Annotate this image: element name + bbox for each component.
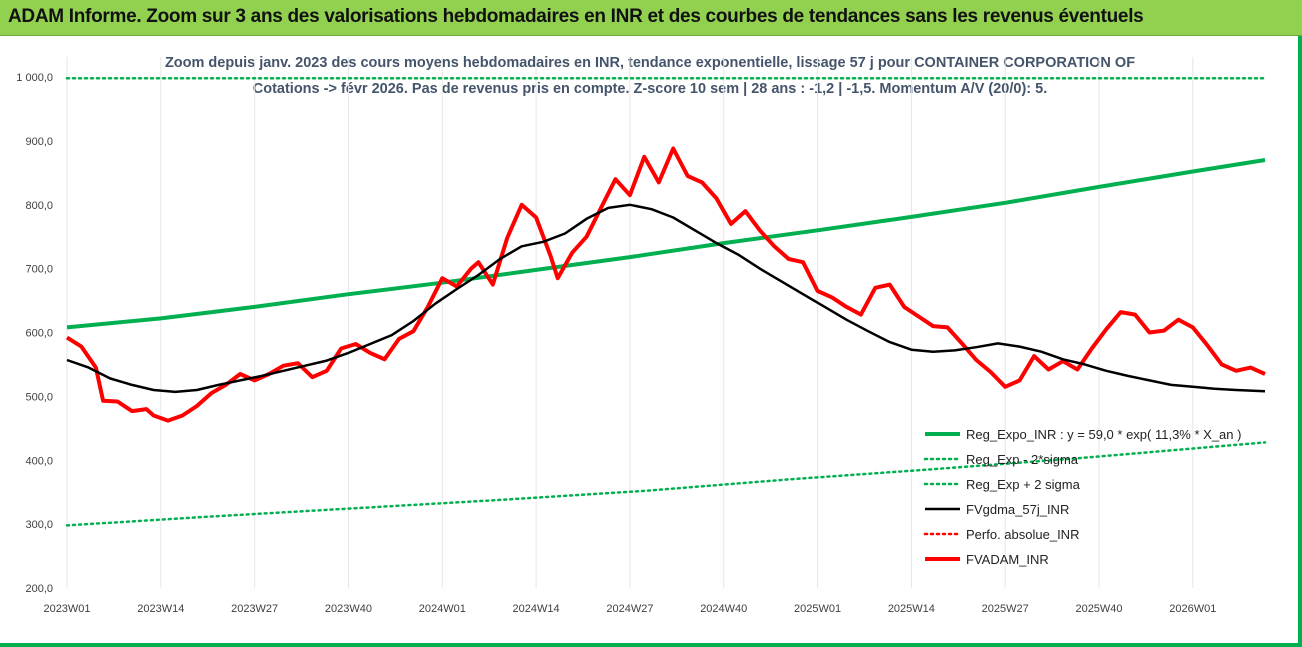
series-line-fvadam-inr <box>65 146 1266 423</box>
y-tick-label: 900,0 <box>25 136 53 148</box>
report-title: ADAM Informe. Zoom sur 3 ans des valoris… <box>8 6 1144 27</box>
x-tick-label: 2025W27 <box>982 603 1029 615</box>
x-tick-label: 2025W14 <box>888 603 935 615</box>
x-tick-label: 2024W40 <box>700 603 747 615</box>
x-tick-label: 2023W40 <box>325 603 372 615</box>
x-tick-label: 2023W27 <box>231 603 278 615</box>
y-tick-label: 1 000,0 <box>16 72 53 84</box>
legend-label: FVgdma_57j_INR <box>966 502 1069 517</box>
series-line-reg-exp <box>65 441 1267 527</box>
chart-title-line2: Cotations -> févr 2026. Pas de revenus p… <box>253 81 1047 97</box>
legend-label: Reg_Exp - 2*sigma <box>966 452 1079 467</box>
report-banner: ADAM Informe. Zoom sur 3 ans des valoris… <box>0 0 1302 36</box>
chart-title-line1: Zoom depuis janv. 2023 des cours moyens … <box>165 55 1135 71</box>
x-tick-label: 2023W01 <box>43 603 90 615</box>
x-tick-label: 2025W01 <box>794 603 841 615</box>
x-tick-label: 2024W27 <box>606 603 653 615</box>
y-tick-label: 600,0 <box>25 328 53 340</box>
chart-frame <box>0 36 1302 647</box>
legend-label: Reg_Exp + 2 sigma <box>966 477 1081 492</box>
x-tick-label: 2024W14 <box>513 603 560 615</box>
legend-label: FVADAM_INR <box>966 552 1049 567</box>
y-tick-label: 700,0 <box>25 264 53 276</box>
legend-label: Perfo. absolue_INR <box>966 527 1079 542</box>
legend-label: Reg_Expo_INR : y = 59,0 * exp( 11,3% * X… <box>966 427 1241 442</box>
x-tick-label: 2025W40 <box>1075 603 1122 615</box>
x-tick-label: 2023W14 <box>137 603 184 615</box>
y-tick-label: 800,0 <box>25 200 53 212</box>
x-tick-label: 2024W01 <box>419 603 466 615</box>
y-tick-label: 200,0 <box>25 583 53 595</box>
x-tick-label: 2026W01 <box>1169 603 1216 615</box>
y-tick-label: 400,0 <box>25 455 53 467</box>
series-line-fvgdma-57j-inr <box>66 203 1266 394</box>
y-tick-label: 300,0 <box>25 519 53 531</box>
y-tick-label: 500,0 <box>25 391 53 403</box>
series-line-reg-expo-inr <box>66 158 1266 330</box>
